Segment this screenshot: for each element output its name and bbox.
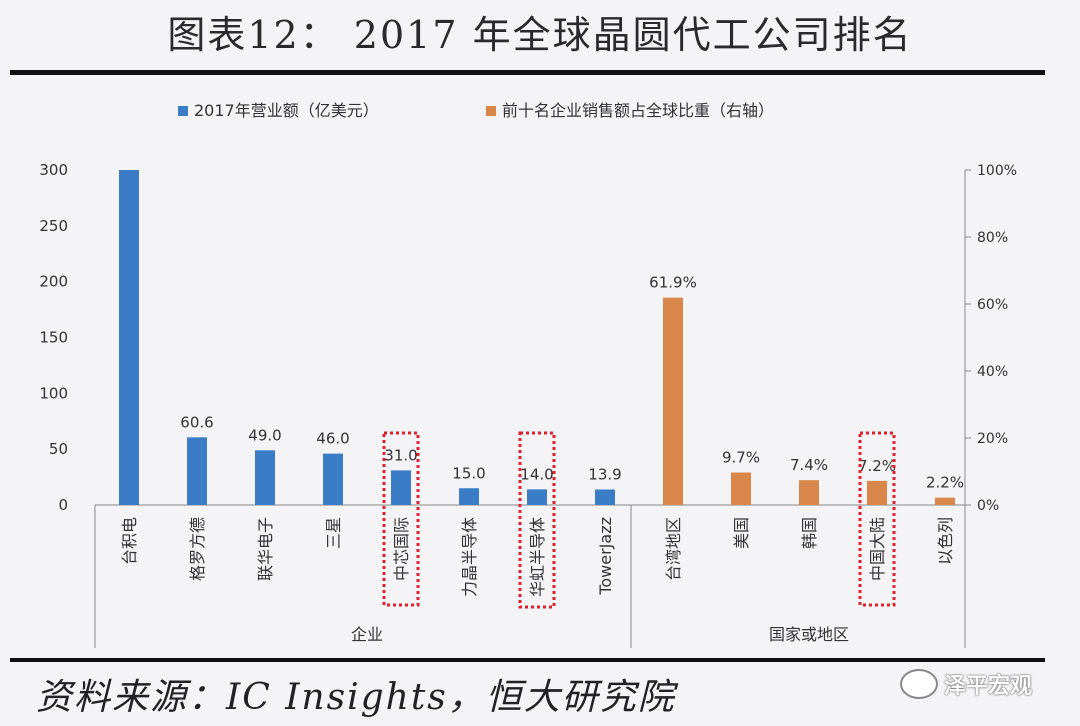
bar xyxy=(323,453,343,505)
bar xyxy=(867,480,887,505)
category-label: 以色列 xyxy=(936,517,955,565)
left-axis-tick-label: 150 xyxy=(39,329,68,347)
bar xyxy=(187,437,207,505)
right-axis-tick-label: 0% xyxy=(977,498,999,514)
category-label: 台湾地区 xyxy=(664,517,683,581)
bar xyxy=(119,170,139,505)
group-label: 国家或地区 xyxy=(769,625,849,644)
bar xyxy=(799,480,819,505)
bar xyxy=(459,488,479,505)
data-label: 61.9% xyxy=(649,274,697,292)
top-rule xyxy=(10,70,1045,75)
data-label: 15.0 xyxy=(452,464,485,482)
right-axis-tick-label: 60% xyxy=(977,297,1008,313)
left-axis-tick-label: 200 xyxy=(39,273,68,291)
category-label: 中芯国际 xyxy=(392,517,411,581)
data-label: 7.2% xyxy=(858,457,896,475)
source-note: 资料来源：IC Insights，恒大研究院 xyxy=(36,677,676,718)
data-label: 13.9 xyxy=(588,465,621,483)
watermark-text: 泽平宏观 xyxy=(944,674,1033,699)
left-axis-tick-label: 0 xyxy=(58,496,68,514)
left-axis-tick-label: 100 xyxy=(39,384,68,402)
category-label: 台积电 xyxy=(120,517,139,565)
left-axis-tick-label: 50 xyxy=(49,440,68,458)
legend-label: 前十名企业销售额占全球比重（右轴） xyxy=(502,101,774,120)
data-label: 9.7% xyxy=(722,449,760,467)
category-label: 格罗方德 xyxy=(188,517,207,581)
category-label: TowerJazz xyxy=(596,517,615,596)
category-label: 美国 xyxy=(732,517,751,549)
category-label: 韩国 xyxy=(800,517,819,549)
category-label: 华虹半导体 xyxy=(528,517,547,597)
bar xyxy=(595,489,615,505)
bar xyxy=(255,450,275,505)
left-axis-tick-label: 300 xyxy=(39,161,68,179)
left-axis-tick-label: 250 xyxy=(39,217,68,235)
category-label: 三星 xyxy=(324,517,343,549)
data-label: 2.2% xyxy=(926,474,964,492)
right-axis-tick-label: 40% xyxy=(977,364,1008,380)
legend-swatch xyxy=(178,106,188,116)
right-axis-tick-label: 20% xyxy=(977,431,1008,447)
category-label: 联华电子 xyxy=(256,517,275,581)
bar xyxy=(391,470,411,505)
bar xyxy=(527,489,547,505)
legend-label: 2017年营业额（亿美元） xyxy=(194,101,379,120)
data-label: 49.0 xyxy=(248,426,281,444)
category-label: 力晶半导体 xyxy=(460,517,479,597)
data-label: 7.4% xyxy=(790,456,828,474)
highlight-box xyxy=(382,431,420,607)
figure-title: 图表12： 2017 年全球晶圆代工公司排名 xyxy=(167,13,913,57)
bottom-rule xyxy=(10,658,1045,662)
chart: 2017年营业额（亿美元） 前十名企业销售额占全球比重（右轴） 0 50 100 150 2… xyxy=(39,101,1017,648)
highlight-box xyxy=(858,431,896,607)
bar xyxy=(935,497,955,505)
right-axis-tick-label: 80% xyxy=(977,230,1008,246)
bar xyxy=(731,472,751,505)
data-label: 14.0 xyxy=(520,465,553,483)
wechat-icon xyxy=(900,669,938,699)
watermark: 泽平宏观 xyxy=(900,668,1032,700)
highlight-box xyxy=(518,431,556,609)
category-label: 中国大陆 xyxy=(868,517,887,581)
data-label: 46.0 xyxy=(316,430,349,448)
legend-swatch xyxy=(486,106,496,116)
right-axis-tick-label: 100% xyxy=(977,163,1017,179)
data-label: 60.6 xyxy=(180,413,213,431)
bar xyxy=(663,297,683,505)
data-label: 31.0 xyxy=(384,446,417,464)
group-label: 企业 xyxy=(351,625,383,644)
